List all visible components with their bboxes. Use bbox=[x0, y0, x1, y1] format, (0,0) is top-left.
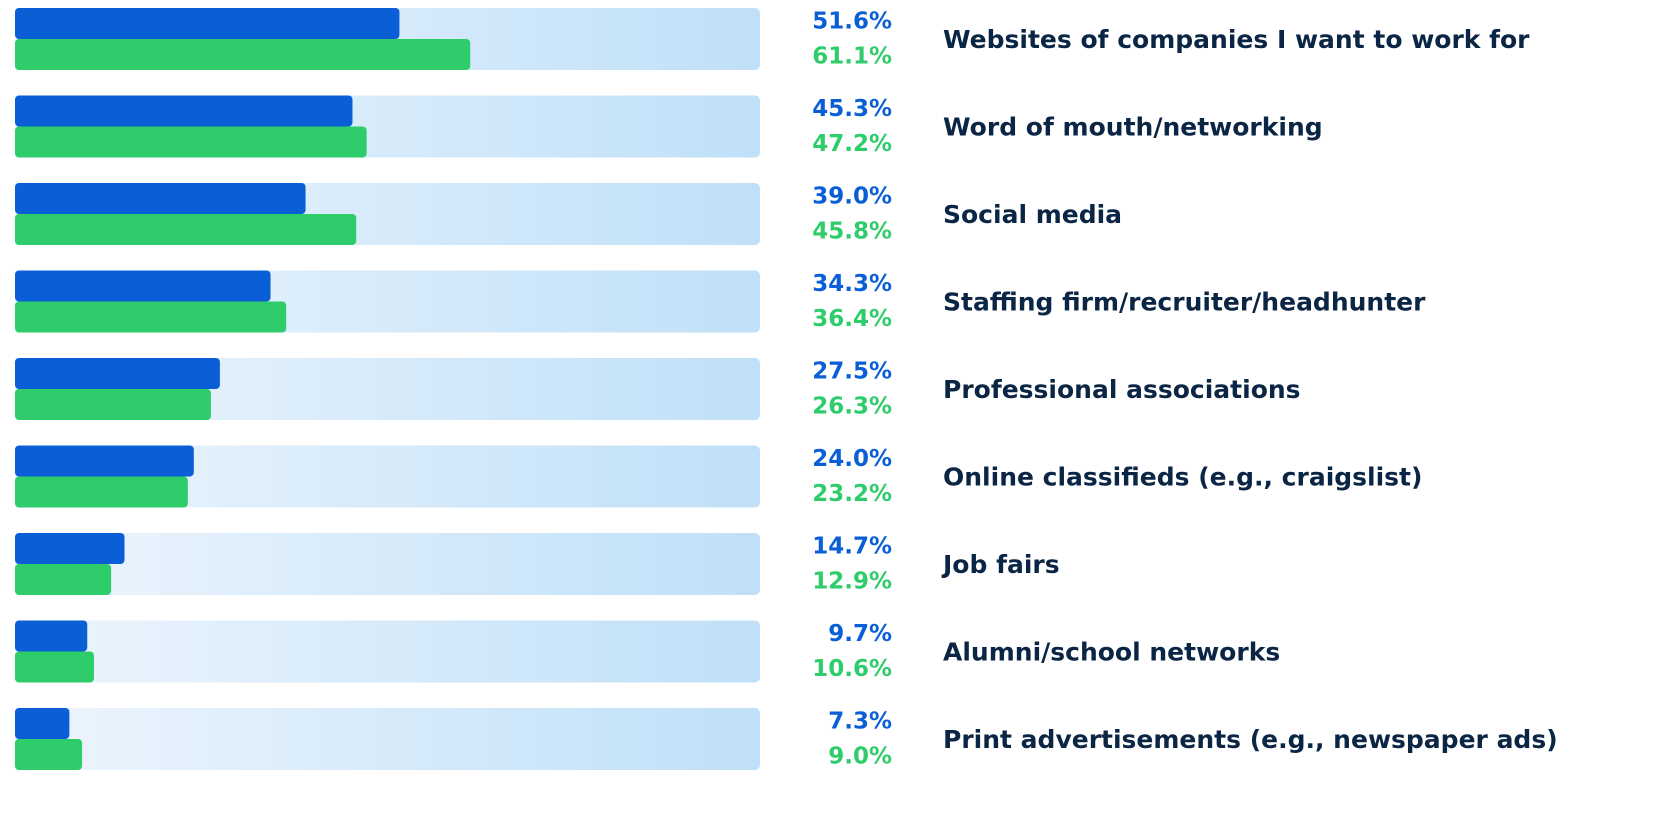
value-label: 61.1% bbox=[812, 44, 892, 70]
bar bbox=[15, 445, 194, 477]
value-label: 47.2% bbox=[812, 131, 892, 157]
bar bbox=[15, 651, 94, 683]
bar bbox=[15, 533, 125, 564]
category-label: Social media bbox=[943, 200, 1122, 229]
bar bbox=[15, 389, 211, 420]
bar bbox=[15, 476, 188, 508]
bar-track bbox=[15, 620, 760, 683]
bar bbox=[15, 95, 353, 127]
category-label: Job fairs bbox=[941, 550, 1060, 579]
value-label: 9.7% bbox=[828, 621, 892, 647]
value-label: 51.6% bbox=[812, 9, 892, 35]
bar bbox=[15, 301, 287, 333]
value-label: 27.5% bbox=[812, 359, 892, 385]
value-label: 14.7% bbox=[812, 534, 892, 560]
bar-track bbox=[15, 708, 760, 770]
category-label: Print advertisements (e.g., newspaper ad… bbox=[943, 725, 1558, 754]
category-label: Websites of companies I want to work for bbox=[943, 25, 1530, 54]
bar bbox=[15, 358, 220, 389]
bar bbox=[15, 183, 306, 214]
bar-track bbox=[15, 445, 760, 508]
value-label: 9.0% bbox=[828, 744, 892, 770]
category-label: Staffing firm/recruiter/headhunter bbox=[943, 288, 1426, 317]
bar bbox=[15, 8, 400, 39]
category-label: Alumni/school networks bbox=[943, 638, 1280, 667]
category-label: Word of mouth/networking bbox=[943, 113, 1323, 142]
value-label: 7.3% bbox=[828, 709, 892, 735]
value-label: 45.8% bbox=[812, 219, 892, 245]
value-label: 12.9% bbox=[812, 569, 892, 595]
value-label: 23.2% bbox=[812, 481, 892, 507]
value-label: 34.3% bbox=[812, 271, 892, 297]
bar-track bbox=[15, 533, 760, 595]
bar bbox=[15, 126, 367, 158]
value-label: 24.0% bbox=[812, 446, 892, 472]
bar bbox=[15, 214, 357, 245]
value-label: 36.4% bbox=[812, 306, 892, 332]
bar bbox=[15, 620, 88, 652]
value-label: 10.6% bbox=[812, 656, 892, 682]
value-label: 45.3% bbox=[812, 96, 892, 122]
bar bbox=[15, 39, 471, 70]
category-label: Professional associations bbox=[943, 375, 1301, 404]
bar bbox=[15, 564, 112, 595]
value-label: 26.3% bbox=[812, 394, 892, 420]
bar bbox=[15, 708, 70, 739]
bar bbox=[15, 739, 83, 770]
bar bbox=[15, 270, 271, 302]
value-label: 39.0% bbox=[812, 184, 892, 210]
category-label: Online classifieds (e.g., craigslist) bbox=[943, 463, 1422, 492]
